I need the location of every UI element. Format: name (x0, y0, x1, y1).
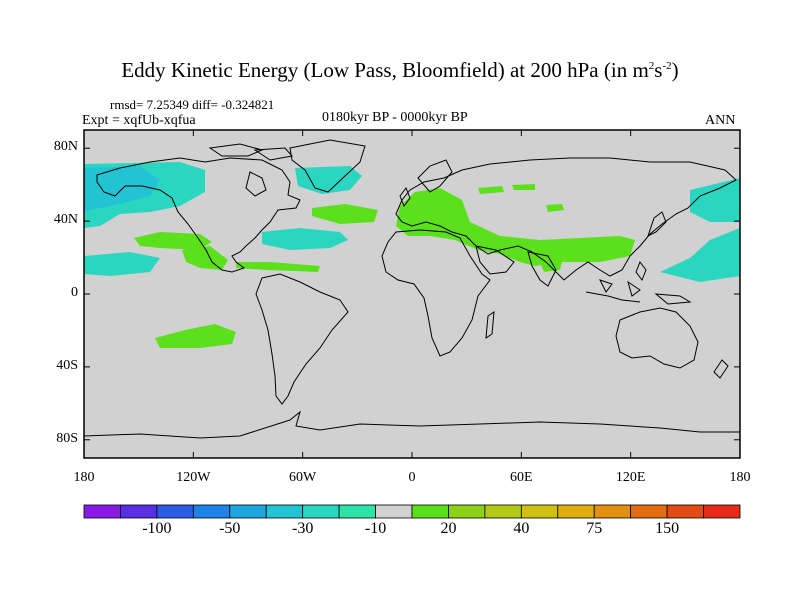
anomaly-negative-central-pacific (660, 228, 740, 282)
colorbar-swatch-2 (156, 504, 194, 519)
lon-label-4: 60E (510, 470, 533, 485)
coast-australia (615, 307, 699, 369)
colorbar-swatch-17 (703, 504, 741, 519)
rmsd-diff-stats: rmsd= 7.25349 diff= -0.324821 (110, 97, 275, 112)
colorbar-swatch-3 (192, 504, 231, 519)
coast-africa (381, 229, 491, 357)
colorbar-label-4: 20 (440, 520, 457, 537)
lon-label-0: 180 (73, 470, 95, 485)
coast-south-america (255, 273, 349, 405)
anomaly-positive-siberia-west (478, 186, 504, 194)
anomaly-negative-east-pacific (84, 252, 160, 276)
colorbar-swatch-6 (302, 504, 340, 519)
coast-arabia (475, 245, 515, 275)
coastlines (84, 139, 740, 439)
anomaly-negative-west-pacific (690, 178, 740, 222)
coast-antarctica (84, 410, 740, 439)
colorbar-swatch-12 (520, 504, 559, 519)
anomaly-field (84, 162, 740, 348)
colorbar-swatch-1 (120, 504, 158, 519)
colorbar-label-7: 150 (655, 520, 680, 537)
coast-british-isles (399, 186, 411, 208)
period-label: 0180kyr BP - 0000kyr BP (322, 110, 468, 125)
lon-label-6: 180 (729, 470, 751, 485)
colorbar (83, 504, 741, 519)
lat-label-1: 40N (53, 212, 78, 228)
experiment-label: Expt = xqfUb-xqfua (82, 113, 196, 128)
colorbar-swatch-11 (484, 504, 522, 519)
colorbar-label-5: 40 (513, 520, 530, 537)
colorbar-label-3: -10 (364, 520, 387, 537)
longitude-ticks (83, 130, 741, 458)
coast-madagascar (485, 311, 495, 339)
coast-eurasia (395, 157, 737, 281)
lon-label-5: 120E (615, 470, 646, 485)
coast-greenland (289, 139, 366, 193)
colorbar-swatch-16 (666, 504, 704, 519)
coast-indonesia (585, 279, 692, 305)
colorbar-swatch-9 (411, 504, 449, 519)
colorbar-swatch-5 (265, 504, 304, 519)
coast-new-zealand (713, 359, 729, 379)
lon-label-3: 0 (408, 470, 416, 485)
coast-india (527, 251, 557, 287)
anomaly-negative-greenland (295, 166, 362, 194)
colorbar-label-2: -30 (291, 520, 314, 537)
season-label: ANN (705, 113, 736, 128)
anomaly-positive-mid-atlantic (312, 204, 378, 224)
plot-title: Eddy Kinetic Energy (Low Pass, Bloomfiel… (121, 58, 679, 82)
colorbar-label-1: -50 (219, 520, 241, 537)
anomaly-positive-caribbean (236, 262, 320, 272)
lat-label-3: 40S (56, 357, 78, 373)
latitude-ticks (84, 147, 740, 441)
colorbar-swatch-15 (630, 504, 668, 519)
lon-label-1: 120W (176, 470, 211, 485)
coast-arctic-islands (208, 143, 293, 161)
anomaly-positive-mid-pacific (134, 232, 212, 250)
colorbar-swatch-14 (593, 504, 632, 519)
anomaly-positive-europe-asia (396, 188, 635, 266)
lat-label-2: 0 (71, 285, 78, 300)
anomaly-positive-south-pacific (155, 324, 236, 348)
anomaly-positive-siberia-east (512, 184, 535, 190)
coast-philippines (635, 260, 647, 282)
colorbar-swatch-10 (448, 504, 486, 519)
colorbar-swatch-13 (557, 504, 595, 519)
anomaly-positive-mexico (182, 246, 228, 270)
colorbar-swatch-8 (375, 504, 413, 519)
anomaly-negative-north-atlantic (262, 228, 348, 250)
coast-scandinavia (417, 159, 453, 193)
lon-label-2: 60W (289, 470, 317, 485)
anomaly-positive-central-asia (546, 204, 564, 212)
coast-north-america (96, 157, 301, 273)
coast-hudson-bay (245, 171, 267, 197)
lat-label-4: 80S (56, 430, 78, 446)
colorbar-swatch-7 (338, 504, 376, 519)
coast-japan (647, 211, 667, 237)
colorbar-label-6: 75 (586, 520, 603, 537)
colorbar-swatch-0 (83, 504, 121, 519)
colorbar-swatch-4 (229, 504, 267, 519)
colorbar-label-0: -100 (142, 520, 172, 537)
lat-label-0: 80N (53, 139, 78, 155)
